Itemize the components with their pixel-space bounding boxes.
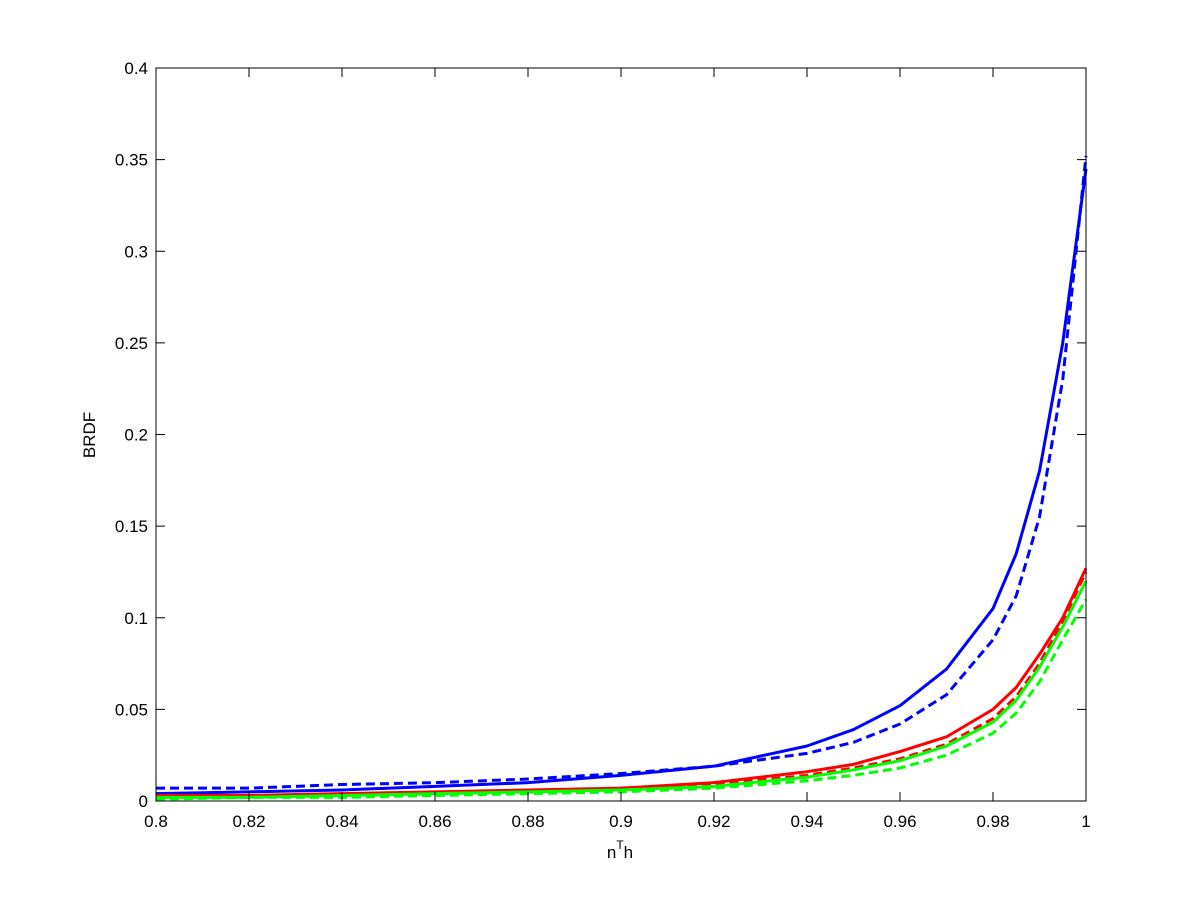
- y-tick-label: 0.2: [124, 426, 148, 445]
- y-tick-label: 0.15: [115, 517, 148, 536]
- x-tick-label: 0.8: [144, 812, 168, 831]
- y-tick-label: 0.25: [115, 334, 148, 353]
- y-tick-label: 0.4: [124, 59, 148, 78]
- data-line: [156, 155, 1088, 790]
- data-line: [156, 580, 1088, 799]
- x-tick-label: 0.84: [325, 812, 358, 831]
- y-tick-label: 0.35: [115, 151, 148, 170]
- y-tick-label: 0.3: [124, 242, 148, 261]
- x-tick-label: 0.98: [976, 812, 1009, 831]
- x-tick-label: 0.94: [790, 812, 823, 831]
- x-tick-label: 0.82: [232, 812, 265, 831]
- x-label-base: n: [607, 843, 616, 862]
- y-axis-label: BRDF: [80, 412, 99, 458]
- x-tick-label: 0.96: [883, 812, 916, 831]
- data-line: [155, 168, 1088, 796]
- x-tick-label: 0.92: [697, 812, 730, 831]
- y-tick-label: 0: [139, 792, 148, 811]
- x-label-sup: T: [616, 838, 624, 852]
- x-tick-label: 0.9: [609, 812, 633, 831]
- x-tick-label: 0.86: [418, 812, 451, 831]
- x-label-rest: h: [624, 843, 633, 862]
- data-line: [156, 567, 1088, 797]
- y-tick-label: 0.1: [124, 609, 148, 628]
- x-tick-label: 0.88: [511, 812, 544, 831]
- y-tick-label: 0.05: [115, 700, 148, 719]
- x-tick-label: 1: [1081, 812, 1090, 831]
- x-axis-label: nTh: [607, 838, 633, 862]
- data-line: [155, 598, 1088, 801]
